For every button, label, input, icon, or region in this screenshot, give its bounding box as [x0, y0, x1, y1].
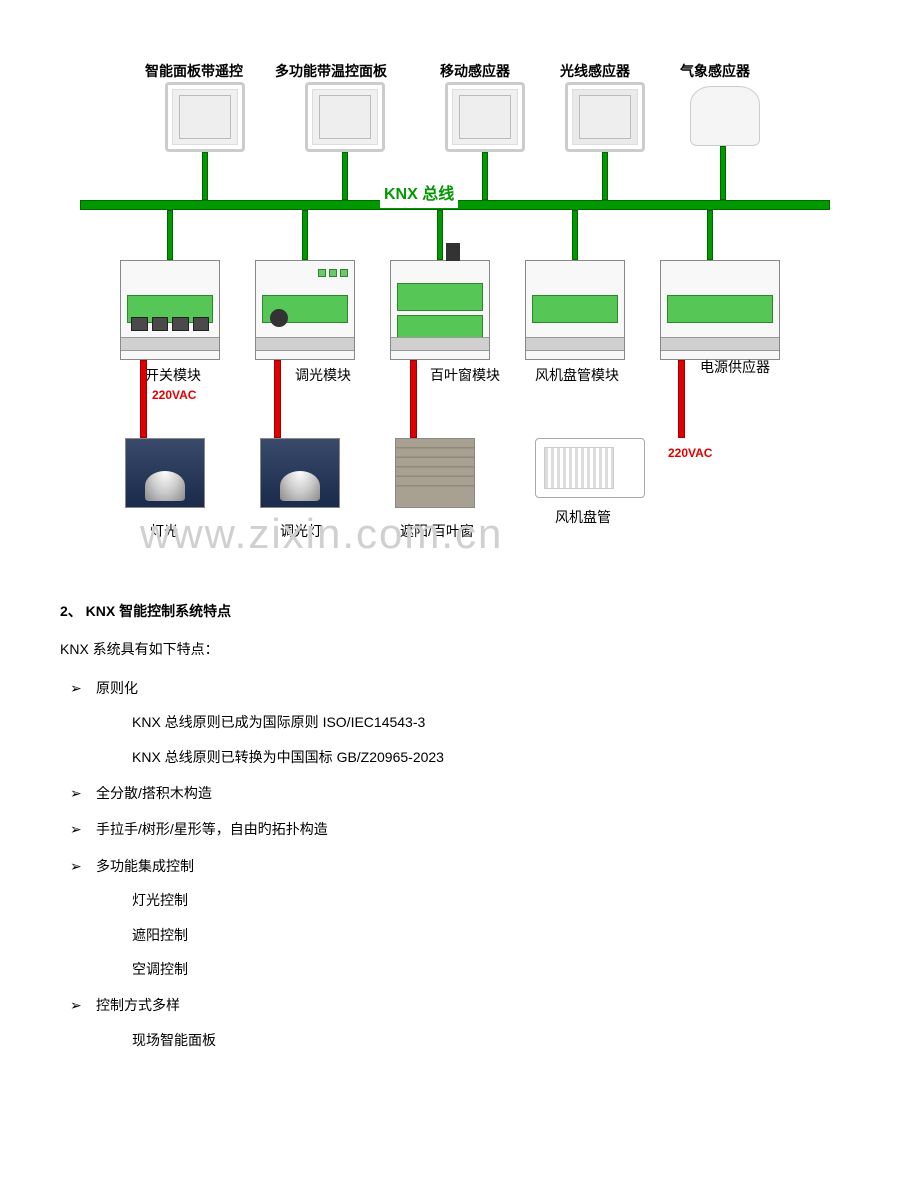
wire-mod-1 — [302, 210, 308, 260]
dev-label-3: 风机盘管 — [555, 506, 611, 528]
sub-item: KNX 总线原则已成为国际原则 ISO/IEC14543-3 — [132, 711, 860, 733]
wire-mod-3 — [572, 210, 578, 260]
wire-mod-0 — [167, 210, 173, 260]
sub-item: 现场智能面板 — [132, 1029, 860, 1051]
sensor-motion — [445, 82, 525, 152]
bullet-title: 控制方式多样 — [96, 997, 180, 1013]
sensor-label-0: 智能面板带遥控 — [145, 60, 243, 82]
module-power — [660, 260, 780, 360]
dev-label-2: 遮阳/百叶窗 — [400, 520, 474, 542]
voltage-label-0: 220VAC — [152, 386, 196, 405]
wire-mod-2 — [437, 210, 443, 260]
bus-label: KNX 总线 — [380, 182, 458, 208]
wire-sensor-3 — [602, 152, 608, 200]
sub-item: 灯光控制 — [132, 889, 860, 911]
bullet-title: 多功能集成控制 — [96, 858, 194, 874]
module-switch — [120, 260, 220, 360]
wire-sensor-2 — [482, 152, 488, 200]
wire-sensor-4 — [720, 146, 726, 200]
voltage-label-1: 220VAC — [668, 444, 712, 463]
mod-label-2: 百叶窗模块 — [430, 364, 500, 386]
device-blind — [395, 438, 475, 508]
bullet-item: 原则化 KNX 总线原则已成为国际原则 ISO/IEC14543-3 KNX 总… — [70, 677, 860, 768]
sensor-weather — [690, 86, 760, 146]
module-dimmer — [255, 260, 355, 360]
mod-label-1: 调光模块 — [295, 364, 351, 386]
bullet-item: 控制方式多样 现场智能面板 — [70, 994, 860, 1051]
intro-text: KNX 系统具有如下特点： — [60, 638, 860, 660]
wire-mod-4 — [707, 210, 713, 260]
wire-sensor-0 — [202, 152, 208, 200]
sensor-panel-remote — [165, 82, 245, 152]
bullet-title: 原则化 — [96, 680, 138, 696]
power-line-0 — [140, 360, 147, 438]
text-content: 2、 KNX 智能控制系统特点 KNX 系统具有如下特点： 原则化 KNX 总线… — [60, 600, 860, 1051]
power-line-2 — [410, 360, 417, 438]
knx-diagram: 智能面板带遥控 多功能带温控面板 移动感应器 光线感应器 气象感应器 22.5 … — [60, 60, 860, 580]
sub-item: KNX 总线原则已转换为中国国标 GB/Z20965-2023 — [132, 746, 860, 768]
sub-item: 空调控制 — [132, 958, 860, 980]
module-blind — [390, 260, 490, 360]
wire-sensor-1 — [342, 152, 348, 200]
thermostat-display: 22.5 — [336, 105, 354, 115]
bullet-item: 手拉手/树形/星形等，自由旳拓扑构造 — [70, 818, 860, 840]
bullet-item: 全分散/搭积木构造 — [70, 782, 860, 804]
sensor-light — [565, 82, 645, 152]
sensor-label-1: 多功能带温控面板 — [275, 60, 387, 82]
section-title: 2、 KNX 智能控制系统特点 — [60, 600, 860, 622]
power-line-4 — [678, 360, 685, 438]
bullet-title: 手拉手/树形/星形等，自由旳拓扑构造 — [96, 821, 328, 837]
mod-label-4: 电源供应器 — [700, 356, 770, 378]
bullet-item: 多功能集成控制 灯光控制 遮阳控制 空调控制 — [70, 855, 860, 981]
sensor-label-2: 移动感应器 — [440, 60, 510, 82]
sensor-label-3: 光线感应器 — [560, 60, 630, 82]
sensor-thermostat: 22.5 — [305, 82, 385, 152]
bullet-title: 全分散/搭积木构造 — [96, 785, 212, 801]
device-lamp-1 — [260, 438, 340, 508]
sensor-label-4: 气象感应器 — [680, 60, 750, 82]
power-line-1 — [274, 360, 281, 438]
mod-label-3: 风机盘管模块 — [535, 364, 619, 386]
module-fancoil — [525, 260, 625, 360]
bullet-list: 原则化 KNX 总线原则已成为国际原则 ISO/IEC14543-3 KNX 总… — [70, 677, 860, 1051]
device-lamp-0 — [125, 438, 205, 508]
device-fancoil — [535, 438, 645, 498]
dev-label-1: 调光灯 — [280, 520, 322, 542]
mod-label-0: 开关模块 — [145, 364, 201, 386]
dev-label-0: 灯光 — [150, 520, 178, 542]
sub-item: 遮阳控制 — [132, 924, 860, 946]
